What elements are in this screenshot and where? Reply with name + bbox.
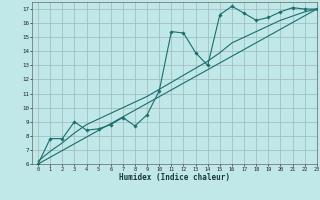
X-axis label: Humidex (Indice chaleur): Humidex (Indice chaleur): [119, 173, 230, 182]
